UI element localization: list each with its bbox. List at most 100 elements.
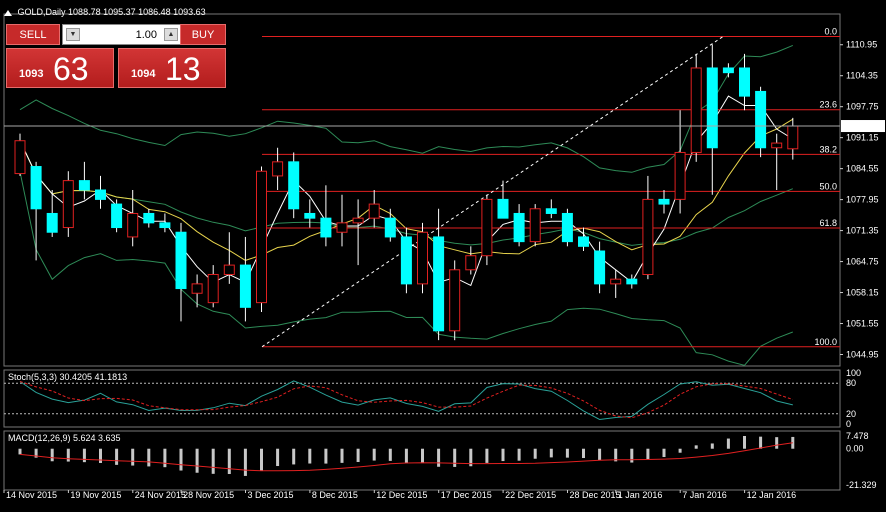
y-tick-label: 1064.75 [846, 257, 879, 267]
macd-histogram-bar [34, 448, 38, 458]
candle [384, 208, 396, 242]
fib-level-label: 23.6 [819, 100, 837, 110]
x-tick-label: 28 Nov 2015 [183, 490, 234, 500]
lot-size-value[interactable]: 1.00 [135, 29, 157, 41]
bearish-candle-body [594, 250, 606, 285]
macd-histogram-bar [485, 448, 489, 463]
bullish-candle-body [223, 264, 235, 275]
macd-histogram-bar [115, 448, 119, 465]
one-click-trading-panel: SELL ▼ 1.00 ▲ BUY 1093 63 1094 13 [6, 24, 226, 88]
bullish-candle-body [352, 217, 364, 224]
lot-size-stepper[interactable]: ▼ 1.00 ▲ [62, 24, 182, 45]
fib-level-label: 50.0 [819, 181, 837, 191]
bullish-candle-body [529, 208, 541, 243]
macd-histogram-bar [694, 445, 698, 449]
macd-histogram-bar [211, 448, 215, 474]
macd-histogram-bar [598, 448, 602, 461]
macd-histogram-bar [421, 448, 424, 463]
candle [497, 180, 509, 219]
bearish-candle-body [288, 161, 300, 210]
stoch-label: Stoch(5,3,3) 30.4205 41.1813 [8, 372, 127, 382]
candle [771, 133, 783, 190]
decrease-lot-arrow-icon[interactable]: ▼ [66, 28, 80, 41]
macd-histogram-bar [437, 448, 441, 467]
bearish-candle-body [159, 222, 171, 229]
macd-histogram-bar [743, 436, 746, 449]
buy-price-small: 1094 [131, 68, 156, 80]
sell-price-big: 63 [53, 51, 89, 87]
bearish-candle-body [578, 236, 589, 247]
bearish-candle-body [111, 203, 123, 229]
candle [642, 175, 654, 280]
y-tick-label: 1084.55 [846, 164, 879, 174]
candle [739, 53, 750, 111]
stoch-signal-line [19, 381, 793, 419]
stoch-panel-frame [3, 369, 841, 428]
bearish-candle-body [433, 236, 445, 332]
macd-histogram-bar [163, 448, 167, 468]
stoch-axis-label: 80 [846, 378, 856, 388]
candle [78, 161, 90, 200]
sell-price-box[interactable]: 1093 63 [6, 48, 114, 88]
macd-histogram-bar [99, 448, 102, 463]
macd-histogram-bar [308, 448, 312, 464]
sell-button[interactable]: SELL [6, 24, 60, 45]
bearish-candle-body [706, 67, 718, 149]
macd-histogram-bar [453, 448, 457, 467]
bullish-candle-body [481, 198, 493, 257]
candle [658, 190, 670, 214]
bullish-candle-body [256, 170, 267, 304]
macd-histogram-bar [404, 448, 408, 464]
macd-histogram-bar [131, 448, 135, 466]
candle [626, 274, 638, 289]
candle [400, 227, 412, 294]
bullish-candle-body [14, 140, 26, 175]
x-tick-label: 19 Nov 2015 [70, 490, 121, 500]
candle [46, 190, 58, 237]
increase-lot-arrow-icon[interactable]: ▲ [164, 28, 178, 41]
macd-histogram-bar [372, 448, 376, 461]
y-tick-label: 1104.35 [846, 71, 878, 81]
bearish-candle-body [239, 264, 251, 308]
symbol-label: GOLD,Daily [17, 7, 66, 17]
macd-histogram-bar [18, 448, 22, 455]
macd-histogram-bar [533, 448, 537, 459]
bearish-candle-body [143, 212, 155, 224]
bearish-candle-body [384, 217, 396, 238]
x-tick-label: 8 Dec 2015 [312, 490, 358, 500]
candle [256, 166, 267, 313]
stoch-axis-label: 100 [846, 368, 861, 378]
x-tick-label: 24 Nov 2015 [135, 490, 186, 500]
candle [95, 175, 106, 209]
bearish-candle-body [545, 208, 557, 214]
macd-histogram-bar [614, 448, 618, 462]
candle [545, 199, 557, 219]
macd-histogram-bar [775, 437, 779, 449]
x-tick-label: 12 Jan 2016 [747, 490, 797, 500]
bullish-candle-body [336, 222, 348, 233]
macd-histogram-bar [517, 448, 521, 461]
macd-histogram-bar [292, 448, 296, 465]
buy-price-box[interactable]: 1094 13 [118, 48, 226, 88]
candle [465, 246, 477, 275]
macd-histogram-bar [195, 448, 199, 473]
bearish-candle-body [320, 217, 332, 238]
macd-histogram-bar [662, 448, 666, 458]
x-tick-label: 3 Dec 2015 [248, 490, 294, 500]
bullish-candle-body [449, 269, 461, 332]
macd-histogram-bar [82, 448, 86, 463]
bearish-candle-body [658, 198, 670, 205]
y-tick-label: 1071.35 [846, 226, 879, 236]
buy-button[interactable]: BUY [180, 24, 226, 45]
bullish-candle-body [610, 278, 622, 285]
candle [513, 204, 525, 247]
bullish-candle-body [787, 125, 799, 150]
macd-histogram-bar [549, 448, 553, 458]
candle [433, 208, 445, 341]
bearish-candle-body [739, 67, 750, 97]
macd-histogram-bar [388, 448, 392, 461]
candle [288, 152, 300, 219]
macd-histogram-bar [276, 448, 280, 467]
current-price-box [841, 120, 885, 133]
